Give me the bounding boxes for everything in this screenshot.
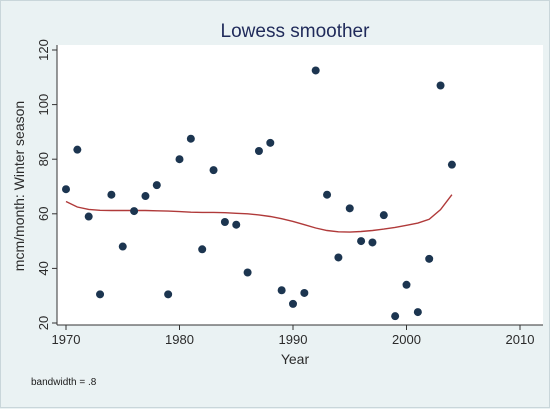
y-axis-label: mcm/month: Winter season (11, 101, 27, 271)
data-point (164, 290, 173, 299)
plot-area (57, 45, 543, 325)
data-point (379, 211, 388, 220)
data-point (402, 280, 411, 289)
x-tick-label: 1990 (279, 332, 308, 347)
points-layer (62, 66, 456, 321)
y-tick-label: 20 (36, 316, 51, 330)
data-point (243, 268, 252, 277)
data-point (73, 145, 82, 154)
data-point (345, 204, 354, 213)
x-tick-label: 2010 (506, 332, 535, 347)
data-point (266, 138, 275, 147)
y-tick-label: 60 (36, 207, 51, 221)
y-tick-label: 80 (36, 152, 51, 166)
axes-layer: 1970 1980 1990 2000 2010 20 40 60 80 100 120 (36, 39, 543, 347)
bandwidth-note: bandwidth = .8 (31, 377, 97, 388)
x-tick-label: 2000 (392, 332, 421, 347)
y-tick-label: 40 (36, 261, 51, 275)
data-point (152, 181, 161, 190)
data-point (107, 190, 116, 199)
data-point (311, 66, 320, 75)
y-tick-label: 120 (36, 39, 51, 61)
data-point (186, 134, 195, 143)
data-point (436, 81, 445, 90)
data-point (300, 288, 309, 297)
data-point (277, 286, 286, 295)
data-point (130, 207, 139, 216)
data-point (84, 212, 93, 221)
data-point (96, 290, 105, 299)
data-point (357, 237, 366, 246)
data-point (220, 217, 229, 226)
data-point (62, 185, 70, 194)
data-point (209, 166, 218, 175)
data-point (141, 192, 150, 201)
data-point (118, 242, 127, 251)
x-tick-label: 1980 (165, 332, 194, 347)
data-point (198, 245, 207, 254)
data-point (413, 308, 422, 317)
data-point (425, 254, 434, 263)
data-point (447, 160, 456, 169)
y-tick-label: 100 (36, 94, 51, 116)
data-point (254, 147, 263, 156)
data-point (175, 155, 184, 164)
data-point (232, 220, 241, 229)
x-axis-label: Year (281, 351, 310, 367)
data-point (391, 312, 400, 321)
data-point (334, 253, 343, 262)
data-point (289, 299, 297, 308)
x-tick-label: 1970 (52, 332, 81, 347)
chart-title: Lowess smoother (221, 21, 371, 42)
data-point (368, 238, 377, 247)
data-point (323, 190, 332, 199)
